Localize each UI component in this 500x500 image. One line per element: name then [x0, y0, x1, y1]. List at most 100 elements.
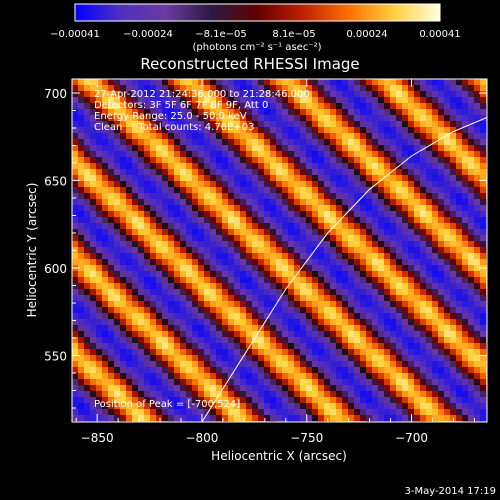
heatmap-cell: [246, 361, 252, 367]
heatmap-cell: [216, 169, 222, 175]
heatmap-cell: [168, 169, 174, 175]
heatmap-cell: [354, 349, 360, 355]
heatmap-cell: [378, 337, 384, 343]
heatmap-cell: [330, 397, 336, 403]
heatmap-cell: [264, 133, 270, 139]
colorbar-tick-label: 8.1e−05: [272, 29, 315, 40]
heatmap-cell: [312, 319, 318, 325]
heatmap-cell: [84, 127, 90, 133]
heatmap-cell: [312, 199, 318, 205]
heatmap-cell: [132, 79, 138, 85]
heatmap-cell: [126, 403, 132, 409]
heatmap-cell: [396, 133, 402, 139]
heatmap-cell: [294, 391, 300, 397]
heatmap-cell: [336, 109, 342, 115]
heatmap-cell: [402, 133, 408, 139]
heatmap-cell: [108, 397, 114, 403]
heatmap-cell: [408, 247, 414, 253]
heatmap-cell: [444, 277, 450, 283]
heatmap-cell: [150, 361, 156, 367]
heatmap-cell: [384, 307, 390, 313]
heatmap-cell: [288, 379, 294, 385]
heatmap-cell: [402, 85, 408, 91]
heatmap-cell: [258, 133, 264, 139]
heatmap-cell: [318, 295, 324, 301]
heatmap-cell: [300, 331, 306, 337]
heatmap-cell: [216, 397, 222, 403]
heatmap-cell: [222, 157, 228, 163]
heatmap-cell: [240, 223, 246, 229]
heatmap-cell: [342, 319, 348, 325]
heatmap-cell: [396, 169, 402, 175]
heatmap-cell: [480, 385, 486, 391]
heatmap-cell: [282, 175, 288, 181]
heatmap-cell: [162, 397, 168, 403]
heatmap-cell: [390, 271, 396, 277]
heatmap-cell: [366, 145, 372, 151]
heatmap-cell: [372, 103, 378, 109]
heatmap-cell: [456, 115, 462, 121]
heatmap-cell: [102, 223, 108, 229]
heatmap-cell: [180, 379, 186, 385]
heatmap-cell: [372, 343, 378, 349]
heatmap-cell: [354, 211, 360, 217]
heatmap-cell: [96, 133, 102, 139]
heatmap-cell: [300, 391, 306, 397]
heatmap-cell: [456, 151, 462, 157]
heatmap-cell: [348, 85, 354, 91]
heatmap-cell: [294, 151, 300, 157]
heatmap-cell: [384, 115, 390, 121]
heatmap-cell: [90, 199, 96, 205]
heatmap-cell: [228, 187, 234, 193]
heatmap-cell: [474, 217, 480, 223]
heatmap-cell: [300, 277, 306, 283]
heatmap-cell: [420, 247, 426, 253]
heatmap-cell: [234, 145, 240, 151]
heatmap-cell: [372, 229, 378, 235]
colorbar-tick-label: −0.00041: [50, 29, 100, 40]
heatmap-cell: [468, 313, 474, 319]
heatmap-cell: [468, 103, 474, 109]
heatmap-cell: [222, 343, 228, 349]
heatmap-cell: [450, 319, 456, 325]
heatmap-cell: [318, 133, 324, 139]
heatmap-cell: [264, 283, 270, 289]
heatmap-cell: [276, 343, 282, 349]
heatmap-cell: [282, 385, 288, 391]
heatmap-cell: [90, 391, 96, 397]
heatmap-cell: [342, 409, 348, 415]
heatmap-cell: [180, 211, 186, 217]
heatmap-cell: [480, 241, 486, 247]
heatmap-cell: [162, 367, 168, 373]
heatmap-cell: [372, 331, 378, 337]
heatmap-cell: [432, 157, 438, 163]
heatmap-cell: [126, 253, 132, 259]
heatmap-cell: [330, 79, 336, 85]
heatmap-cell: [426, 223, 432, 229]
heatmap-cell: [336, 139, 342, 145]
heatmap-cell: [408, 373, 414, 379]
heatmap-cell: [426, 163, 432, 169]
heatmap-cell: [276, 373, 282, 379]
heatmap-cell: [258, 229, 264, 235]
heatmap-cell: [378, 151, 384, 157]
heatmap-cell: [474, 79, 480, 85]
heatmap-cell: [132, 115, 138, 121]
heatmap-cell: [480, 301, 486, 307]
heatmap-cell: [108, 187, 114, 193]
heatmap-cell: [408, 199, 414, 205]
heatmap-cell: [372, 409, 378, 415]
heatmap-cell: [444, 229, 450, 235]
heatmap-cell: [120, 361, 126, 367]
heatmap-cell: [132, 205, 138, 211]
heatmap-cell: [348, 229, 354, 235]
heatmap-cell: [222, 121, 228, 127]
heatmap-cell: [456, 325, 462, 331]
heatmap-cell: [474, 187, 480, 193]
heatmap-cell: [354, 109, 360, 115]
heatmap-cell: [192, 385, 198, 391]
heatmap-cell: [252, 349, 258, 355]
heatmap-cell: [312, 133, 318, 139]
heatmap-cell: [462, 319, 468, 325]
